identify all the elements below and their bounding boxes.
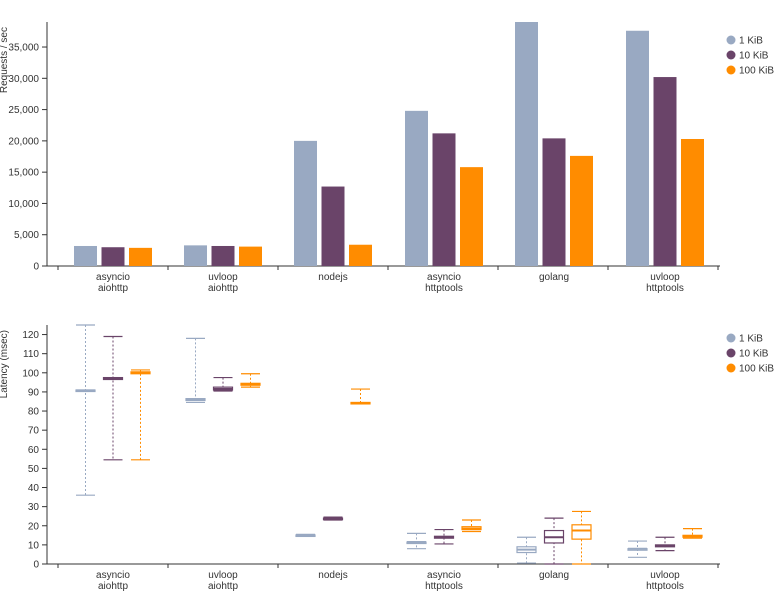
box-plot-y-axis-title: Latency (msec)	[0, 330, 10, 398]
box-plot-y-tick-label: 110	[23, 349, 39, 360]
bar-chart-legend-swatch-10-kib	[726, 50, 736, 60]
bar-chart-y-axis-title: Requests / sec	[0, 27, 10, 93]
bar-chart-x-tick-label-nodejs: nodejs	[318, 272, 347, 283]
box-plot-x-tick-label-uvloop-aiohttp: uvloop	[208, 570, 238, 581]
bar-asyncio-aiohttp-1-kib	[74, 245, 97, 266]
bar-chart-y-tick-label: 5,000	[14, 230, 39, 241]
bar-chart-legend-label-10-kib: 10 KiB	[739, 51, 769, 62]
box-plot-x-tick-label-golang: golang	[539, 570, 569, 581]
box-plot-x-tick-label-uvloop-httptools: httptools	[646, 581, 684, 592]
box-plot-x-tick-label-asyncio-httptools: asyncio	[427, 570, 461, 581]
bar-golang-100-kib	[570, 155, 593, 266]
bar-chart-x-tick-label-uvloop-aiohttp: uvloop	[208, 272, 238, 283]
box-plot-legend-label-100-kib: 100 KiB	[739, 364, 774, 375]
bar-uvloop-aiohttp-1-kib	[184, 245, 207, 266]
box-plot-x-tick-label-asyncio-httptools: httptools	[425, 581, 463, 592]
bar-nodejs-10-kib	[321, 186, 345, 266]
bar-uvloop-httptools-10-kib	[653, 77, 677, 266]
bar-chart-legend-label-1-kib: 1 KiB	[739, 36, 763, 47]
bar-chart-y-tick-label: 30,000	[8, 74, 39, 85]
bar-chart-y-tick-label: 35,000	[8, 43, 39, 54]
bar-chart-x-tick-label-golang: golang	[539, 272, 569, 283]
bar-asyncio-httptools-1-kib	[405, 110, 428, 266]
box-plot-legend-label-10-kib: 10 KiB	[739, 349, 769, 360]
bar-chart-x-tick-label-uvloop-aiohttp: aiohttp	[208, 283, 238, 294]
box-plot-x-tick-label-asyncio-aiohttp: asyncio	[96, 570, 130, 581]
bar-chart-x-tick-label-uvloop-httptools: httptools	[646, 283, 684, 294]
bar-chart-x-tick-label-uvloop-httptools: uvloop	[650, 272, 680, 283]
box-plot-legend-swatch-100-kib	[726, 363, 736, 373]
box-plot-y-tick-label: 70	[28, 426, 40, 437]
bar-uvloop-httptools-100-kib	[681, 138, 704, 266]
bar-chart-x-tick-label-asyncio-aiohttp: aiohttp	[98, 283, 128, 294]
box-plot-y-tick-label: 80	[28, 407, 40, 418]
bar-asyncio-aiohttp-10-kib	[101, 247, 125, 266]
bar-nodejs-100-kib	[349, 244, 372, 266]
box-plot-legend-label-1-kib: 1 KiB	[739, 334, 763, 345]
bar-chart-legend-label-100-kib: 100 KiB	[739, 66, 774, 77]
bar-chart-y-tick-label: 25,000	[8, 105, 39, 116]
box-plot-y-tick-label: 60	[28, 445, 40, 456]
bar-asyncio-httptools-100-kib	[460, 167, 483, 266]
box-plot-y-tick-label: 0	[33, 560, 39, 571]
bar-chart-legend-swatch-100-kib	[726, 65, 736, 75]
requests-per-sec-bar-chart: 0 5,000 10,000 15,000 20,000 25,000 30,000 35,0…	[0, 22, 774, 294]
bar-uvloop-aiohttp-10-kib	[211, 245, 235, 266]
box-plot-y-tick-label: 20	[28, 521, 40, 532]
box-plot-y-tick-label: 40	[28, 483, 40, 494]
bar-uvloop-aiohttp-100-kib	[239, 246, 262, 266]
latency-box-plot: 0 10 20 30 40 50 60 70 80 90 100 110 120 Latency (mse…	[0, 324, 774, 592]
bar-asyncio-aiohttp-100-kib	[129, 247, 152, 266]
bar-chart-y-tick-label: 10,000	[8, 199, 39, 210]
bar-uvloop-httptools-1-kib	[626, 30, 649, 267]
box-plot-y-tick-label: 50	[28, 464, 40, 475]
bar-chart-x-tick-label-asyncio-httptools: httptools	[425, 283, 463, 294]
bar-asyncio-httptools-10-kib	[432, 133, 456, 266]
box-plot-y-tick-label: 10	[28, 540, 40, 551]
box-plot-y-tick-label: 120	[22, 330, 39, 341]
box-golang-100-kib-iqr-box	[571, 524, 592, 540]
box-plot-x-tick-label-asyncio-aiohttp: aiohttp	[98, 581, 128, 592]
box-plot-legend-swatch-10-kib	[726, 348, 736, 358]
box-plot-y-tick-label: 90	[28, 387, 40, 398]
box-plot-y-tick-label: 30	[28, 502, 40, 513]
box-plot-x-tick-label-nodejs: nodejs	[318, 570, 347, 581]
bar-golang-10-kib	[542, 138, 566, 266]
box-plot-x-tick-label-uvloop-aiohttp: aiohttp	[208, 581, 238, 592]
box-plot-legend-swatch-1-kib	[726, 333, 736, 343]
bar-golang-1-kib	[515, 22, 538, 266]
bar-chart-legend-swatch-1-kib	[726, 35, 736, 45]
bar-chart-x-tick-label-asyncio-httptools: asyncio	[427, 272, 461, 283]
bar-chart-y-tick-label: 0	[33, 262, 39, 273]
bar-chart-y-tick-label: 15,000	[8, 168, 39, 179]
box-plot-x-tick-label-uvloop-httptools: uvloop	[650, 570, 680, 581]
bar-chart-y-tick-label: 20,000	[8, 136, 39, 147]
box-plot-y-tick-label: 100	[22, 368, 39, 379]
bar-nodejs-1-kib	[294, 140, 317, 266]
bar-chart-x-tick-label-asyncio-aiohttp: asyncio	[96, 272, 130, 283]
